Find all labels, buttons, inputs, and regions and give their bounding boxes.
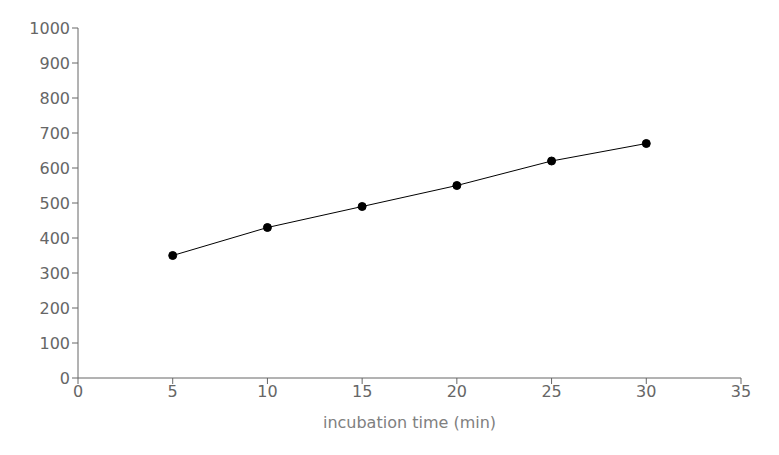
- svg-text:15: 15: [352, 382, 372, 401]
- svg-text:20: 20: [447, 382, 467, 401]
- svg-text:600: 600: [39, 159, 70, 178]
- svg-text:0: 0: [60, 369, 70, 388]
- svg-text:25: 25: [541, 382, 561, 401]
- svg-text:800: 800: [39, 89, 70, 108]
- svg-text:400: 400: [39, 229, 70, 248]
- svg-text:1000: 1000: [29, 19, 70, 38]
- svg-text:0: 0: [73, 382, 83, 401]
- svg-text:10: 10: [257, 382, 277, 401]
- svg-text:30: 30: [636, 382, 656, 401]
- svg-text:incubation time (min): incubation time (min): [323, 413, 496, 432]
- svg-text:5: 5: [168, 382, 178, 401]
- svg-text:700: 700: [39, 124, 70, 143]
- svg-text:900: 900: [39, 54, 70, 73]
- svg-text:200: 200: [39, 299, 70, 318]
- svg-text:500: 500: [39, 194, 70, 213]
- svg-text:100: 100: [39, 334, 70, 353]
- svg-text:35: 35: [731, 382, 751, 401]
- svg-text:300: 300: [39, 264, 70, 283]
